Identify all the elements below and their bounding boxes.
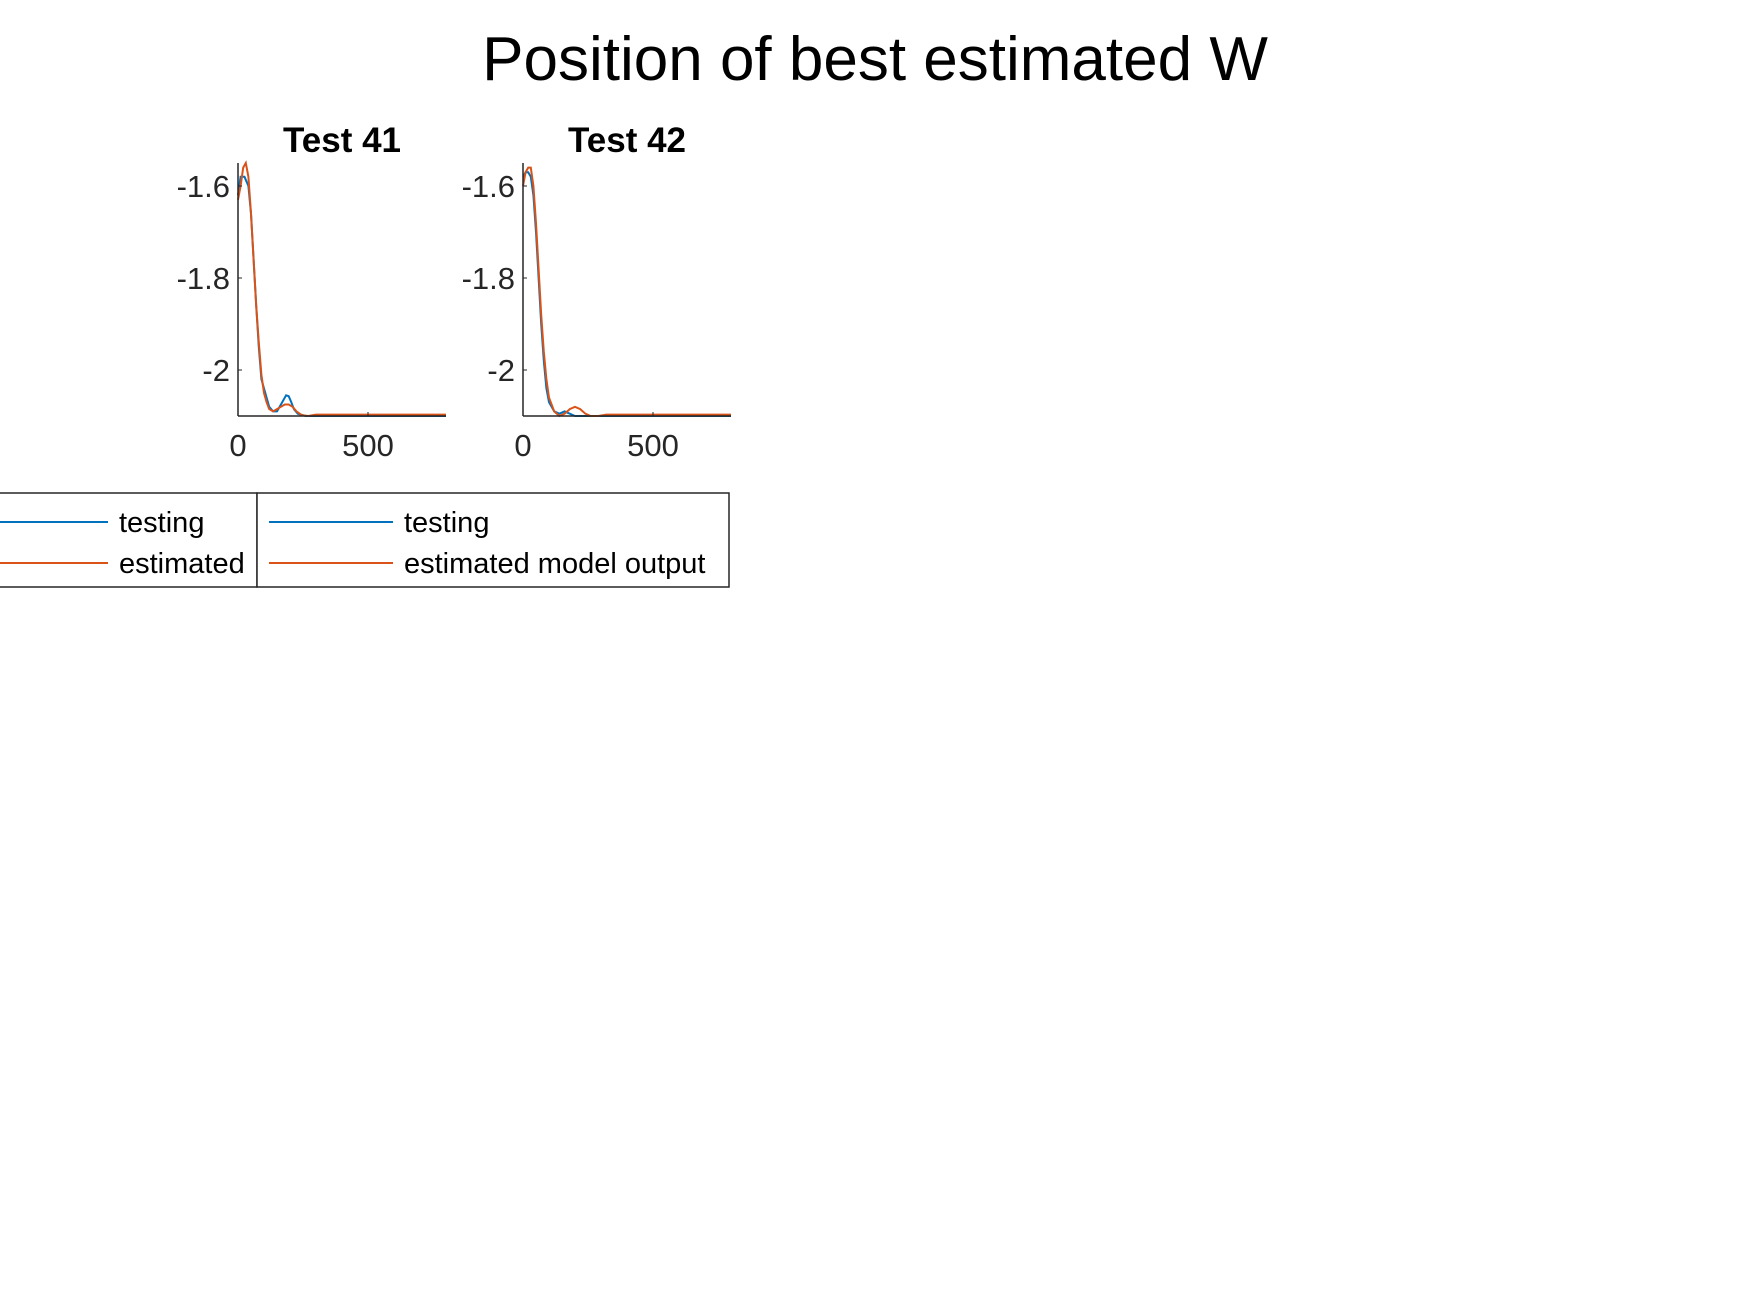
legend-label-testing-2: testing bbox=[404, 507, 489, 539]
series-line-testing-2 bbox=[522, 171, 731, 417]
legend-box-2 bbox=[256, 492, 730, 588]
series-line-estimated-1 bbox=[237, 160, 446, 418]
panel-title-1: Test 41 bbox=[283, 121, 401, 160]
series-line-testing-1 bbox=[237, 175, 446, 417]
figure-title: Position of best estimated W bbox=[482, 25, 1268, 94]
series-line-estimated-2 bbox=[522, 166, 731, 418]
x-tick-label-2: 500 bbox=[627, 428, 679, 463]
legend-label-estimated-1: estimated bbox=[119, 548, 245, 580]
x-tick-label-1: 0 bbox=[229, 428, 246, 463]
y-tick-label-1: -1.8 bbox=[177, 261, 230, 296]
panel-title-2: Test 42 bbox=[568, 121, 686, 160]
y-tick-label-2: -2 bbox=[487, 353, 515, 388]
y-tick-label-2: -1.6 bbox=[462, 169, 515, 204]
legend-label-testing-1: testing bbox=[119, 507, 204, 539]
x-tick-label-1: 500 bbox=[342, 428, 394, 463]
y-tick-label-2: -1.8 bbox=[462, 261, 515, 296]
x-tick-label-2: 0 bbox=[514, 428, 531, 463]
y-tick-label-1: -2 bbox=[202, 353, 230, 388]
y-tick-label-1: -1.6 bbox=[177, 169, 230, 204]
legend-label-estimated-2: estimated model output bbox=[404, 548, 705, 580]
